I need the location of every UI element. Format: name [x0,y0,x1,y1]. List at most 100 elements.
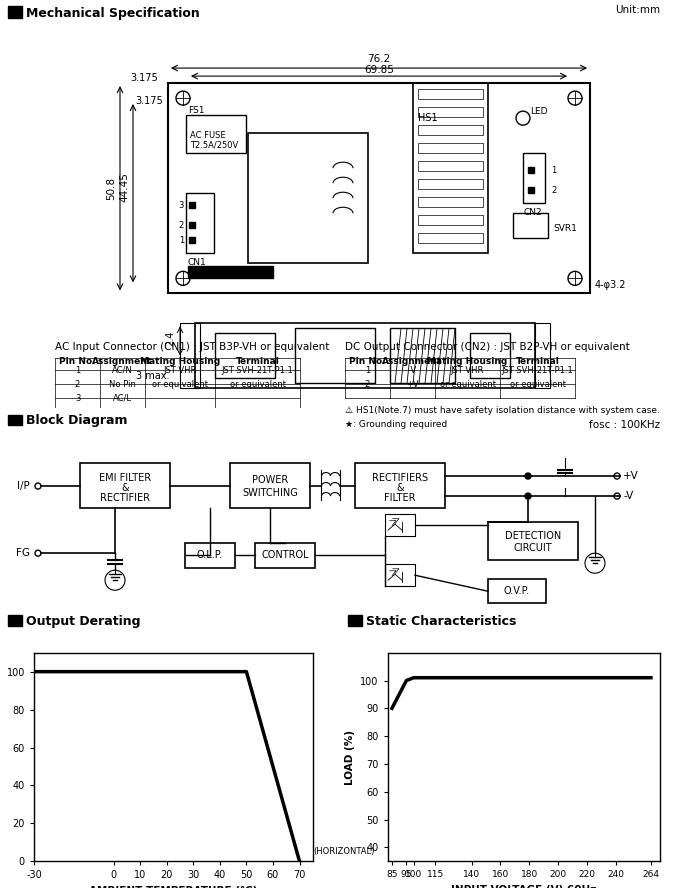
Text: 1: 1 [551,166,556,175]
Bar [385,564,415,586]
Bar [418,215,483,226]
X-axis label: INPUT VOLTAGE (V) 60Hz: INPUT VOLTAGE (V) 60Hz [451,885,596,888]
Text: Mating Housing: Mating Housing [427,357,508,366]
Bar [180,323,200,388]
Text: RECTIFIER: RECTIFIER [100,493,150,503]
Text: +V: +V [406,380,419,389]
Text: O.V.P.: O.V.P. [504,586,530,596]
Text: 2: 2 [551,186,556,194]
Text: EMI FILTER: EMI FILTER [99,473,151,483]
Text: Unit:mm: Unit:mm [615,5,660,15]
Bar [418,143,483,153]
Text: 69.85: 69.85 [364,65,394,75]
Bar [185,543,235,568]
Text: 2: 2 [365,380,370,389]
Text: 2: 2 [179,221,184,230]
Bar [523,153,545,203]
Text: &: & [121,483,129,493]
Text: LED: LED [530,107,547,115]
Bar [528,167,534,173]
Text: 76.2: 76.2 [367,54,390,64]
Y-axis label: LOAD (%): LOAD (%) [345,730,355,784]
Bar [513,213,548,238]
Bar [189,202,195,209]
Text: Block Diagram: Block Diagram [26,415,128,427]
Text: DETECTION: DETECTION [505,531,561,541]
Bar [186,194,214,253]
Text: 1: 1 [179,236,184,245]
Bar [413,83,488,253]
Bar [8,415,22,425]
Bar [80,463,170,508]
Text: 2.4: 2.4 [165,330,175,346]
Text: JST VHR: JST VHR [163,366,197,375]
Bar [189,222,195,228]
Bar [418,89,483,99]
X-axis label: AMBIENT TEMPERATURE (°C): AMBIENT TEMPERATURE (°C) [89,886,258,888]
Bar [355,463,445,508]
Bar [390,329,455,384]
Text: JST VHR: JST VHR [451,366,484,375]
Bar [418,125,483,135]
Text: 3.175: 3.175 [131,73,158,83]
Text: FS1: FS1 [188,107,205,115]
Text: 4-φ3.2: 4-φ3.2 [595,281,626,290]
Bar [528,187,534,194]
Text: FG: FG [16,548,30,559]
Circle shape [525,493,531,499]
Bar [488,522,578,560]
Bar [186,115,246,153]
Bar [385,514,415,536]
Text: Assignment: Assignment [382,357,443,366]
Bar [168,83,590,293]
Bar [470,333,510,378]
Text: CIRCUIT: CIRCUIT [513,543,552,553]
Bar [8,6,22,18]
Text: Terminal: Terminal [515,357,560,366]
Text: 50.8: 50.8 [106,177,116,200]
Bar [418,107,483,117]
Text: +V: +V [623,471,639,481]
Text: T2.5A/250V: T2.5A/250V [190,140,238,150]
Text: Pin No.: Pin No. [59,357,96,366]
Text: &: & [396,483,404,493]
Text: No Pin: No Pin [109,380,136,389]
Text: Static Characteristics: Static Characteristics [366,614,516,628]
Bar [418,234,483,243]
Text: HS1: HS1 [418,113,438,123]
Bar [8,615,22,626]
Text: 1: 1 [75,366,80,375]
Text: ⚠ HS1(Note.7) must have safety isolation distance with system case.: ⚠ HS1(Note.7) must have safety isolation… [345,406,660,415]
Text: I/P: I/P [17,481,30,491]
Text: or equivalent: or equivalent [439,380,496,389]
Text: Pin No.: Pin No. [350,357,386,366]
Text: or equivalent: or equivalent [509,380,566,389]
Bar [488,579,546,603]
Text: Mating Housing: Mating Housing [140,357,220,366]
Bar [418,197,483,207]
Bar [295,329,375,384]
Text: AC/N: AC/N [112,366,133,375]
Bar [348,615,362,626]
Text: 3: 3 [75,394,80,403]
Bar [255,543,315,568]
Circle shape [525,473,531,479]
Bar [535,323,550,388]
Bar [195,323,535,388]
Text: 3: 3 [179,201,184,210]
Text: AC FUSE: AC FUSE [190,131,226,139]
Text: FILTER: FILTER [384,493,415,503]
Y-axis label: LOAD (%): LOAD (%) [0,730,1,784]
Text: JST SVH-21T-P1.1: JST SVH-21T-P1.1 [502,366,573,375]
Text: SVR1: SVR1 [553,224,577,233]
Text: O.L.P.: O.L.P. [197,551,223,560]
Text: Output Derating: Output Derating [26,614,141,628]
Text: -V: -V [623,491,633,501]
Text: 3 max.: 3 max. [137,371,170,382]
Text: CN1: CN1 [188,258,207,267]
Text: Mechanical Specification: Mechanical Specification [26,6,200,20]
Bar [189,237,195,243]
Text: Terminal: Terminal [235,357,279,366]
Text: -V: -V [409,366,417,375]
Text: DC Output Connector (CN2) : JST B2P-VH or equivalent: DC Output Connector (CN2) : JST B2P-VH o… [345,343,630,353]
